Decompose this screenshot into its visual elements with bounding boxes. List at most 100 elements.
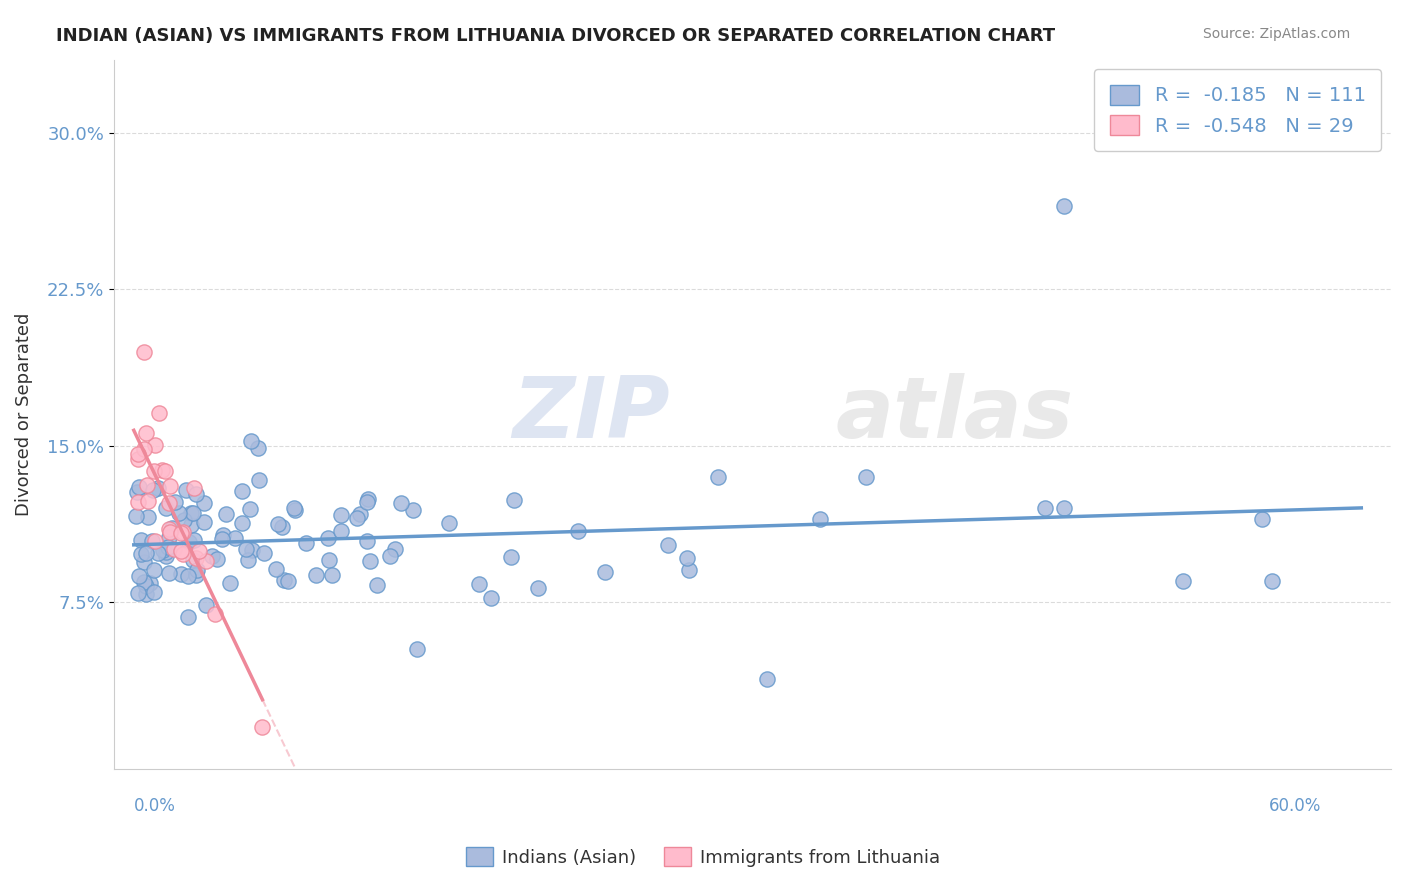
- Point: [567, 524, 589, 538]
- Point: [468, 577, 491, 591]
- Point: [252, 720, 274, 734]
- Point: [163, 542, 186, 557]
- Point: [503, 493, 526, 508]
- Point: [283, 501, 305, 516]
- Point: [349, 508, 371, 522]
- Point: [148, 406, 170, 420]
- Point: [143, 584, 166, 599]
- Point: [128, 480, 150, 494]
- Point: [181, 553, 204, 567]
- Point: [246, 442, 269, 456]
- Point: [1033, 501, 1056, 516]
- Point: [125, 509, 148, 524]
- Point: [146, 481, 169, 495]
- Point: [253, 546, 276, 560]
- Point: [855, 470, 877, 484]
- Legend: Indians (Asian), Immigrants from Lithuania: Indians (Asian), Immigrants from Lithuan…: [458, 840, 948, 874]
- Point: [707, 470, 730, 484]
- Point: [143, 534, 166, 549]
- Point: [676, 551, 699, 566]
- Point: [405, 642, 427, 657]
- Point: [273, 573, 295, 587]
- Point: [127, 452, 149, 467]
- Text: 0.0%: 0.0%: [134, 797, 176, 815]
- Point: [139, 576, 162, 591]
- Point: [177, 610, 200, 624]
- Point: [135, 546, 157, 560]
- Point: [316, 531, 339, 545]
- Point: [129, 548, 152, 562]
- Point: [277, 574, 299, 588]
- Point: [391, 496, 413, 510]
- Point: [195, 554, 218, 568]
- Point: [356, 534, 378, 549]
- Point: [239, 502, 262, 516]
- Point: [231, 516, 253, 530]
- Point: [136, 477, 159, 491]
- Point: [264, 562, 287, 576]
- Text: atlas: atlas: [835, 373, 1074, 456]
- Point: [157, 540, 180, 554]
- Point: [180, 506, 202, 520]
- Point: [127, 494, 149, 508]
- Point: [135, 579, 157, 593]
- Point: [127, 447, 149, 461]
- Point: [174, 483, 197, 497]
- Point: [163, 494, 186, 508]
- Point: [267, 517, 290, 532]
- Point: [1053, 199, 1076, 213]
- Point: [145, 437, 167, 451]
- Point: [295, 535, 318, 549]
- Point: [125, 484, 148, 499]
- Point: [657, 538, 679, 552]
- Point: [235, 541, 257, 556]
- Point: [188, 543, 211, 558]
- Point: [240, 542, 263, 557]
- Point: [359, 554, 381, 568]
- Point: [146, 545, 169, 559]
- Point: [157, 496, 180, 510]
- Text: 60.0%: 60.0%: [1270, 797, 1322, 815]
- Point: [1261, 574, 1284, 589]
- Point: [177, 569, 200, 583]
- Point: [211, 532, 233, 546]
- Point: [201, 549, 224, 563]
- Point: [159, 479, 181, 493]
- Point: [127, 585, 149, 599]
- Point: [271, 520, 294, 534]
- Point: [808, 512, 831, 526]
- Point: [219, 576, 242, 591]
- Point: [143, 563, 166, 577]
- Point: [207, 552, 229, 566]
- Point: [231, 484, 253, 499]
- Point: [142, 483, 165, 498]
- Point: [212, 527, 235, 541]
- Point: [152, 543, 174, 558]
- Point: [186, 563, 208, 577]
- Point: [380, 549, 402, 564]
- Point: [157, 566, 180, 581]
- Point: [141, 534, 163, 549]
- Point: [329, 508, 352, 522]
- Text: Source: ZipAtlas.com: Source: ZipAtlas.com: [1202, 27, 1350, 41]
- Point: [159, 524, 181, 539]
- Point: [321, 568, 343, 582]
- Point: [170, 544, 193, 558]
- Point: [170, 567, 193, 582]
- Point: [157, 530, 180, 544]
- Point: [177, 535, 200, 549]
- Point: [1053, 501, 1076, 516]
- Point: [180, 517, 202, 532]
- Point: [318, 553, 340, 567]
- Point: [155, 544, 177, 558]
- Point: [384, 541, 406, 556]
- Point: [132, 344, 155, 359]
- Point: [283, 503, 305, 517]
- Point: [181, 506, 204, 520]
- Point: [357, 491, 380, 506]
- Point: [155, 500, 177, 515]
- Point: [499, 550, 522, 565]
- Point: [193, 515, 215, 529]
- Point: [239, 434, 262, 448]
- Point: [134, 554, 156, 568]
